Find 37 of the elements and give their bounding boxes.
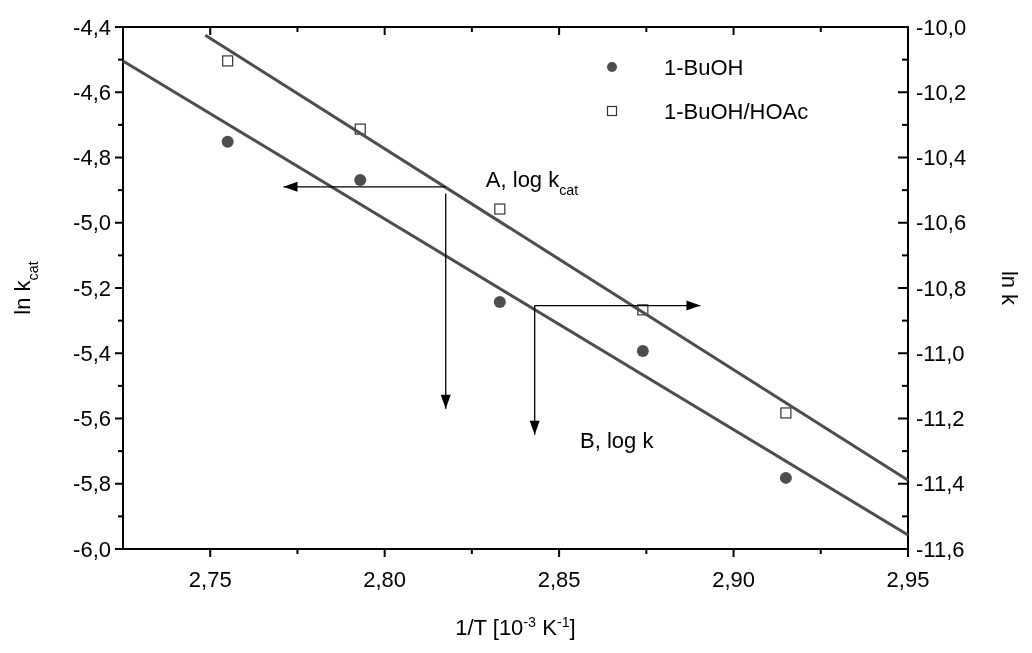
x-tick-label: 2,95 [886,567,930,592]
y2-axis-title: ln k [997,270,1022,307]
y-tick-label: -6,0 [73,536,111,562]
point [780,407,792,419]
y2-tick-label: -11,6 [916,536,965,562]
x-tick-label: 2,85 [537,567,581,592]
y-tick-label: -5,4 [73,340,111,366]
legend-label: 1-BuOH [664,54,744,80]
y-tick-label: -5,0 [73,210,111,236]
x-axis-title: 1/T [10$^{-3}$ K$^{-1}$] [455,614,576,640]
annotation: A, log k$_{cat}$ [485,166,579,198]
point [221,135,234,148]
x-tick-label: 2,80 [363,567,407,592]
x-tick-label: 2,90 [712,567,755,592]
y-tick-label: -4,8 [73,145,111,171]
point [636,344,649,357]
annotation: B, log k [580,427,655,453]
point [494,203,506,215]
y-tick-label: -5,2 [73,275,111,301]
y2-tick-label: -10,0 [916,14,967,40]
y2-tick-label: -11,4 [916,471,965,497]
y2-tick-label: -10,4 [916,145,967,171]
y2-tick-label: -10,6 [916,210,967,236]
y2-tick-label: -10,8 [916,275,967,301]
y2-tick-label: -11,0 [916,340,965,366]
point [222,55,234,67]
y-tick-label: -4,6 [73,79,111,105]
point [779,471,792,484]
point [354,174,367,187]
x-tick-label: 2,75 [188,567,232,592]
point [493,296,506,309]
y2-tick-label: -10,2 [916,79,967,105]
y-tick-label: -5,8 [73,471,111,497]
y2-tick-label: -11,2 [916,406,965,432]
y-tick-label: -4,4 [73,14,111,40]
y-tick-label: -5,6 [73,406,111,432]
legend-label: 1-BuOH/HOAc [664,98,809,124]
